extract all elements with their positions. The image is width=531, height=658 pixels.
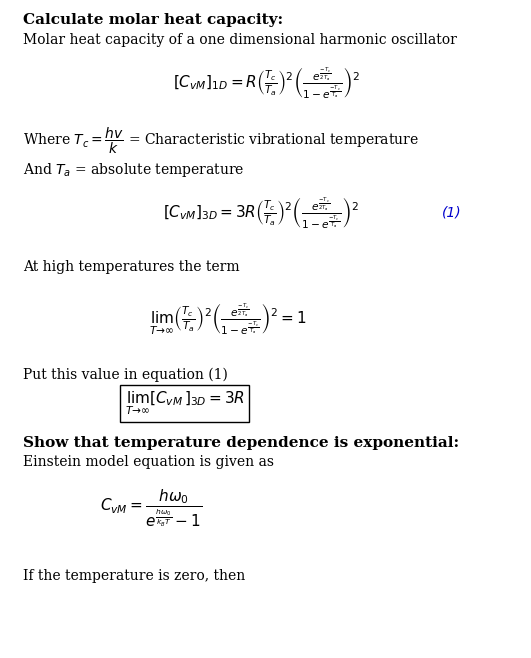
Text: Calculate molar heat capacity:: Calculate molar heat capacity: <box>23 13 284 28</box>
Text: Show that temperature dependence is exponential:: Show that temperature dependence is expo… <box>23 436 459 449</box>
Text: (1): (1) <box>442 205 462 219</box>
Text: $\lim_{T\to\infty}\left(\frac{T_c}{T_a}\right)^2\left(\frac{e^{\frac{-T_c}{2T_a}: $\lim_{T\to\infty}\left(\frac{T_c}{T_a}\… <box>149 301 306 337</box>
Text: $\left[C_{vM}\right]_{3D} = 3R\left(\frac{T_c}{T_a}\right)^2\left(\frac{e^{\frac: $\left[C_{vM}\right]_{3D} = 3R\left(\fra… <box>163 195 359 230</box>
Text: At high temperatures the term: At high temperatures the term <box>23 261 240 274</box>
Text: Einstein model equation is given as: Einstein model equation is given as <box>23 455 275 469</box>
Text: Molar heat capacity of a one dimensional harmonic oscillator: Molar heat capacity of a one dimensional… <box>23 33 457 47</box>
Text: $\left[C_{vM}\right]_{1D} = R\left(\frac{T_c}{T_a}\right)^2\left(\frac{e^{\frac{: $\left[C_{vM}\right]_{1D} = R\left(\frac… <box>173 64 360 99</box>
Text: $\lim_{T\to\infty}\left[C_{vM}\right]_{3D} = 3R$: $\lim_{T\to\infty}\left[C_{vM}\right]_{3… <box>125 390 244 417</box>
Text: Where $T_c = \dfrac{hv}{k}$ = Characteristic vibrational temperature: Where $T_c = \dfrac{hv}{k}$ = Characteri… <box>23 126 419 156</box>
Text: $C_{vM} = \dfrac{h\omega_0}{e^{\frac{h\omega_0}{k_BT}}-1}$: $C_{vM} = \dfrac{h\omega_0}{e^{\frac{h\o… <box>100 487 203 528</box>
Text: Put this value in equation (1): Put this value in equation (1) <box>23 367 228 382</box>
Text: And $T_a$ = absolute temperature: And $T_a$ = absolute temperature <box>23 161 245 179</box>
Text: If the temperature is zero, then: If the temperature is zero, then <box>23 569 246 583</box>
